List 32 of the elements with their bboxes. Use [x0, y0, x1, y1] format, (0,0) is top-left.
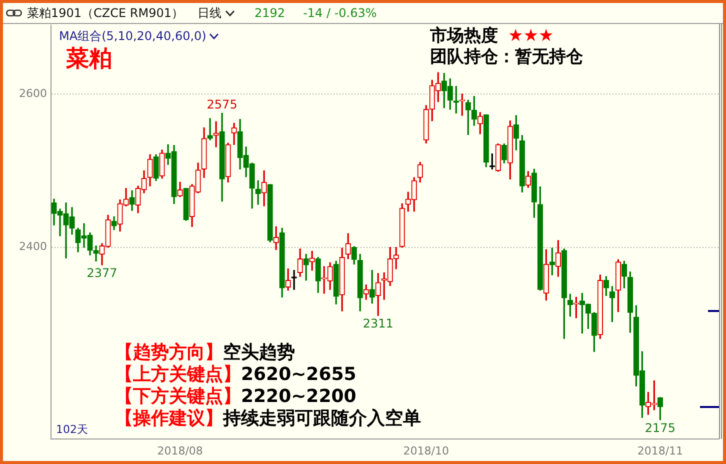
candlestick [255, 180, 261, 205]
candlestick [291, 270, 297, 290]
annotation: ★★★ [508, 26, 554, 46]
annotation: MA组合(5,10,20,40,60,0) [59, 28, 206, 45]
annotation: 2311 [362, 316, 394, 331]
chart-title: 菜粕1901（CZCE RM901） [27, 4, 184, 22]
text: 日线 [198, 4, 222, 22]
y-tick-label: 2400 [19, 240, 47, 254]
text: -14 / -0.63% [303, 6, 377, 20]
annotation: 2575 [206, 97, 238, 112]
annotation: 2175 [644, 420, 676, 435]
annotation: 【下方关键点】 [115, 386, 241, 407]
candlestick [93, 245, 99, 262]
annotation: 【操作建议】 [115, 408, 223, 429]
annotation: 菜粕 [66, 46, 112, 72]
annotation: 【上方关键点】 [115, 364, 241, 385]
text: 2192 [254, 6, 286, 20]
annotation: 2377 [86, 266, 118, 280]
y-tick-label: 2600 [19, 86, 47, 100]
candlestick [207, 118, 213, 140]
annotation: 市场热度 [430, 26, 498, 46]
annotation: 2620~2655 [241, 364, 356, 385]
annotation: 团队持仓：暂无持仓 [430, 47, 583, 67]
x-tick-label: 2018/08 [157, 444, 203, 458]
annotation: 持续走弱可跟随介入空单 [223, 408, 421, 429]
candlestick [309, 250, 315, 271]
x-tick-label: 2018/10 [403, 444, 449, 458]
annotation: 空头趋势 [223, 342, 295, 363]
x-tick-label: 2018/11 [637, 444, 684, 458]
annotation: 102天 [56, 423, 88, 436]
annotation: 【趋势方向】 [115, 342, 223, 363]
annotation: 2220~2200 [241, 386, 356, 407]
